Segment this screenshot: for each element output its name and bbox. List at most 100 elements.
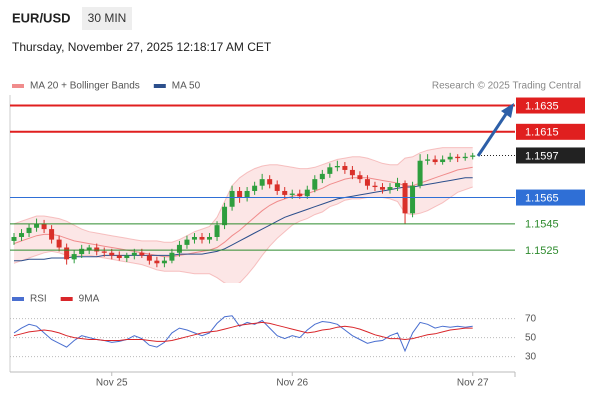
candle-body: [297, 193, 303, 197]
candle-body: [342, 165, 348, 170]
candle-body: [131, 252, 137, 256]
candle-body: [267, 179, 273, 185]
timeframe-box: [82, 7, 132, 30]
candle-body: [222, 206, 228, 226]
candle-body: [372, 185, 378, 188]
candle-body: [252, 185, 258, 191]
candle-body: [319, 173, 325, 180]
candle-body: [304, 189, 310, 197]
candle-body: [154, 260, 160, 264]
level-box: [516, 189, 585, 206]
credit: Research © 2025 Trading Central: [432, 81, 581, 92]
candle-body: [191, 236, 197, 240]
candle-body: [139, 252, 145, 256]
candle-body: [440, 159, 446, 163]
candle-body: [237, 190, 243, 198]
bollinger-lower: [13, 186, 473, 283]
y-tick-label: 30: [525, 351, 537, 362]
overlay: 1.1635 1.1615 1.1597 1.1565 1.1545 1.1525 MA 2…: [10, 81, 585, 389]
candle-body: [229, 190, 235, 207]
candle-body: [274, 184, 280, 191]
candle-body: [71, 254, 77, 260]
candle-body: [124, 255, 130, 259]
candle-body: [214, 225, 220, 237]
level-label: 1.1597: [525, 150, 559, 162]
candle-body: [289, 193, 295, 195]
candle-body: [387, 187, 393, 190]
price-panel: [11, 147, 476, 283]
y-tick-label: 70: [525, 313, 537, 324]
trend-arrow: [476, 113, 508, 157]
rsi-panel: [10, 315, 515, 358]
bollinger-upper: [13, 147, 473, 243]
legend-label: 9MA: [79, 294, 100, 305]
level-box: [516, 147, 585, 164]
legend-swatch: [12, 297, 24, 301]
legend-swatch: [12, 84, 24, 88]
bollinger-band: [14, 147, 473, 283]
candle-body: [327, 167, 333, 174]
candle-body: [41, 223, 47, 230]
arrow-head: [501, 103, 514, 118]
legend-label: MA 50: [172, 81, 201, 92]
level-label: 1.1635: [525, 100, 559, 112]
candle-body: [116, 255, 122, 259]
candle-body: [364, 179, 370, 186]
candle-body: [349, 169, 355, 176]
level-label: 1.1545: [525, 219, 559, 231]
x-tick-label: Nov 27: [457, 378, 489, 389]
candle-body: [184, 239, 190, 245]
candle-body: [334, 165, 340, 168]
candle-body: [94, 247, 100, 252]
candle-body: [56, 239, 62, 248]
candle-body: [312, 179, 318, 190]
legend-swatch: [153, 84, 166, 88]
candle-body: [49, 229, 55, 240]
candle-body: [26, 227, 32, 234]
level-box: [516, 97, 585, 114]
x-tick-label: Nov 26: [276, 378, 308, 389]
candle-body: [161, 260, 167, 264]
candle-body: [357, 175, 363, 180]
level-label: 1.1525: [525, 245, 559, 257]
candle-body: [470, 155, 476, 157]
candle-body: [462, 156, 468, 159]
x-tick-label: Nov 25: [96, 378, 128, 389]
candle-body: [11, 236, 17, 241]
candle-body: [109, 252, 115, 256]
symbol: EUR/USD: [12, 10, 71, 25]
candle-body: [244, 190, 250, 198]
rsi-line: [13, 321, 473, 342]
candle-body: [146, 255, 152, 261]
candle-body: [79, 248, 85, 255]
candle-body: [207, 236, 213, 240]
candle-body: [395, 183, 401, 188]
candle-body: [402, 183, 408, 214]
legend-label: RSI: [30, 294, 47, 305]
candle-body: [447, 156, 453, 160]
candle-body: [169, 252, 175, 261]
legend-swatch: [60, 297, 73, 301]
candle-body: [282, 190, 288, 195]
candle-body: [455, 156, 461, 159]
candle-body: [259, 179, 265, 186]
legend-label: MA 20 + Bollinger Bands: [30, 81, 140, 92]
candle-body: [432, 159, 438, 163]
candle-body: [34, 223, 40, 228]
candle-body: [101, 251, 107, 253]
candle-body: [199, 236, 205, 240]
y-tick-label: 50: [525, 332, 537, 343]
ma-line: [13, 166, 473, 258]
candle-body: [425, 159, 431, 161]
level-label: 1.1615: [525, 127, 559, 139]
datetime: Thursday, November 27, 2025 12:18:17 AM …: [12, 40, 272, 54]
candle-body: [379, 187, 385, 190]
candle-body: [176, 244, 182, 253]
candle-body: [86, 247, 92, 251]
candle-body: [19, 233, 25, 237]
candle-body: [64, 247, 70, 260]
level-label: 1.1565: [525, 192, 559, 204]
timeframe: 30 MIN: [88, 11, 127, 25]
candle-body: [417, 160, 423, 186]
